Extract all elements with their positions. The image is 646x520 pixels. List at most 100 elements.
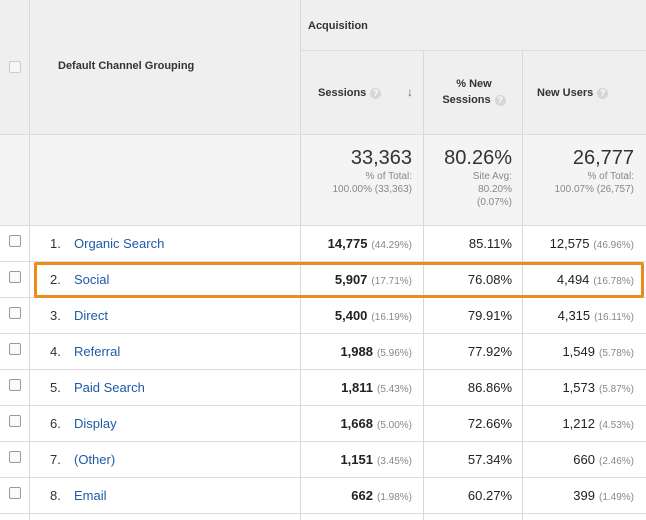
sessions-value: 14,775	[327, 236, 368, 251]
new-users-value: 1,573	[562, 380, 595, 395]
row-checkbox[interactable]	[9, 487, 21, 499]
sessions-percent: (44.29%)	[371, 240, 412, 251]
help-icon[interactable]: ?	[370, 87, 382, 99]
new-users-percent: (16.78%)	[593, 276, 634, 287]
dimension-header[interactable]: Default Channel Grouping	[58, 60, 195, 72]
row-checkbox[interactable]	[9, 307, 21, 319]
channel-link[interactable]: (Other)	[74, 452, 116, 467]
row-checkbox[interactable]	[9, 451, 21, 463]
row-checkbox[interactable]	[9, 379, 21, 391]
help-icon[interactable]: ?	[597, 87, 609, 99]
new-users-percent: (46.96%)	[593, 240, 634, 251]
new-users-value: 4,315	[557, 308, 591, 323]
row-rank: 6.	[50, 416, 61, 431]
totals-row	[0, 134, 646, 225]
row-checkbox[interactable]	[9, 415, 21, 427]
sessions-cell: 5,400 (16.19%)	[335, 308, 412, 323]
divider	[423, 50, 424, 520]
row-rank: 1.	[50, 236, 61, 251]
total-sessions-sub: % of Total: 100.00% (33,363)	[332, 171, 412, 195]
sessions-percent: (16.19%)	[371, 312, 412, 323]
new-users-value: 4,494	[556, 272, 590, 287]
divider	[0, 225, 646, 226]
new-users-percent: (16.11%)	[594, 312, 634, 323]
sessions-cell: 1,668 (5.00%)	[340, 416, 412, 431]
sessions-cell: 5,907 (17.71%)	[335, 272, 412, 287]
new-sessions-header-line2: Sessions?	[432, 92, 516, 108]
new-users-value: 12,575	[549, 236, 590, 251]
sessions-percent: (1.98%)	[376, 492, 412, 503]
sessions-percent: (17.71%)	[371, 276, 412, 287]
sessions-percent: (3.45%)	[376, 456, 412, 467]
acquisition-group-header: Acquisition	[308, 20, 368, 32]
table-row: 8. Email 662 (1.98%) 60.27% 399 (1.49%)	[0, 478, 646, 514]
row-rank: 3.	[50, 308, 61, 323]
divider	[29, 0, 30, 520]
divider	[0, 513, 646, 514]
new-users-column-header[interactable]: New Users?	[537, 87, 609, 99]
channel-link[interactable]: Referral	[74, 344, 121, 359]
new-sessions-cell: 76.08%	[467, 272, 512, 287]
channel-link[interactable]: Email	[74, 488, 107, 503]
sessions-percent: (5.96%)	[376, 348, 412, 359]
divider	[0, 477, 646, 478]
new-users-percent: (4.53%)	[598, 420, 634, 431]
total-new-users: 26,777	[572, 147, 634, 169]
sort-descending-icon[interactable]: ↓	[407, 85, 413, 99]
new-users-cell: 1,573 (5.87%)	[562, 380, 634, 395]
table-row: 4. Referral 1,988 (5.96%) 77.92% 1,549 (5.78%)	[0, 334, 646, 370]
new-users-cell: 399 (1.49%)	[573, 488, 634, 503]
sessions-value: 1,811	[341, 380, 373, 395]
new-sessions-cell: 60.27%	[467, 488, 512, 503]
new-users-header-label: New Users	[537, 87, 594, 99]
table-row: 2. Social 5,907 (17.71%) 76.08% 4,494 (16.78%)	[0, 262, 646, 298]
channel-link[interactable]: Display	[74, 416, 117, 431]
sessions-cell: 1,811 (5.43%)	[341, 380, 412, 395]
table-row: 1. Organic Search 14,775 (44.29%) 85.11% 12,5…	[0, 226, 646, 262]
divider	[0, 441, 646, 442]
new-sessions-cell: 86.86%	[467, 380, 512, 395]
new-sessions-header-line1: % New	[456, 78, 492, 90]
divider	[522, 50, 523, 520]
divider	[0, 134, 646, 135]
total-sessions: 33,363	[350, 147, 412, 169]
new-users-cell: 4,315 (16.11%)	[558, 308, 634, 323]
new-users-cell: 4,494 (16.78%)	[557, 272, 634, 287]
sessions-cell: 662 (1.98%)	[351, 488, 412, 503]
sessions-value: 662	[351, 488, 373, 503]
divider	[0, 261, 646, 262]
row-rank: 4.	[50, 344, 61, 359]
new-users-cell: 1,212 (4.53%)	[562, 416, 634, 431]
table-row: 5. Paid Search 1,811 (5.43%) 86.86% 1,573 (5.8…	[0, 370, 646, 406]
sessions-header-label: Sessions	[318, 87, 367, 99]
new-users-value: 660	[573, 452, 595, 467]
channel-link[interactable]: Direct	[74, 308, 108, 323]
table-row: 7. (Other) 1,151 (3.45%) 57.34% 660 (2.46%)	[0, 442, 646, 478]
new-users-value: 1,549	[562, 344, 595, 359]
row-checkbox[interactable]	[9, 235, 21, 247]
new-users-percent: (5.78%)	[598, 348, 634, 359]
new-sessions-column-header[interactable]: % New Sessions?	[432, 76, 516, 108]
divider	[0, 405, 646, 406]
row-checkbox[interactable]	[9, 271, 21, 283]
new-users-value: 1,212	[562, 416, 595, 431]
sessions-cell: 14,775 (44.29%)	[328, 236, 412, 251]
select-all-checkbox[interactable]	[9, 61, 21, 73]
new-users-percent: (5.87%)	[598, 384, 634, 395]
help-icon[interactable]: ?	[494, 94, 506, 106]
highlight-box	[34, 262, 644, 298]
new-sessions-cell: 79.91%	[467, 308, 512, 323]
table-row: 6. Display 1,668 (5.00%) 72.66% 1,212 (4.53%)	[0, 406, 646, 442]
channel-link[interactable]: Paid Search	[74, 380, 145, 395]
sessions-column-header[interactable]: Sessions?	[318, 87, 382, 99]
new-users-percent: (2.46%)	[598, 456, 634, 467]
sessions-value: 1,988	[340, 344, 373, 359]
sessions-value: 5,400	[334, 308, 368, 323]
new-sessions-cell: 85.11%	[468, 236, 512, 251]
row-rank: 8.	[50, 488, 61, 503]
new-users-cell: 660 (2.46%)	[573, 452, 634, 467]
row-checkbox[interactable]	[9, 343, 21, 355]
channel-link[interactable]: Organic Search	[74, 236, 165, 251]
channel-link[interactable]: Social	[74, 272, 110, 287]
